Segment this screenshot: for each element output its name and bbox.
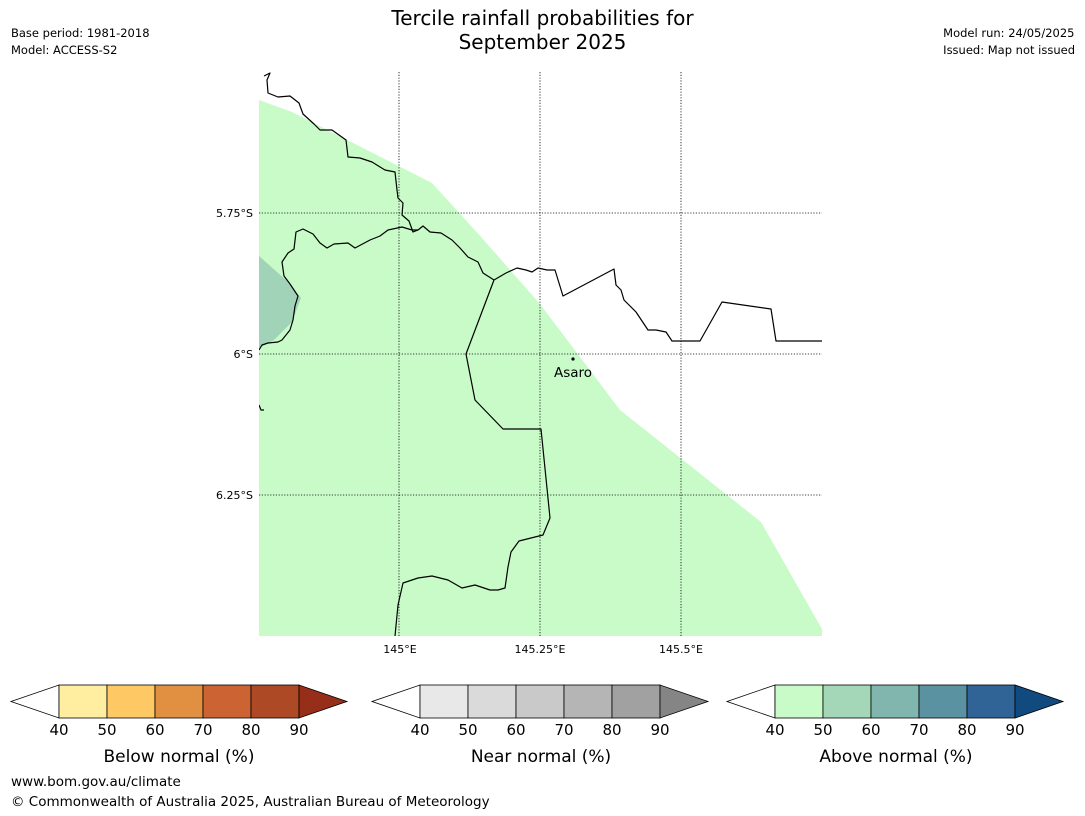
colorbar-below-normal-tick-label: 60: [145, 721, 164, 739]
colorbar-above-normal-segment-40: [774, 684, 824, 719]
lon-label-145-25: 145.25°E: [515, 643, 566, 656]
meta-left: Base period: 1981-2018 Model: ACCESS-S2: [11, 25, 150, 59]
colorbar-near-normal-tick-label: 80: [602, 721, 621, 739]
colorbar-below-normal-tick-label: 80: [241, 721, 260, 739]
colorbar-above-normal-extend-low: [725, 684, 776, 719]
colorbar-above-normal-tick-label: 80: [957, 721, 976, 739]
colorbar-above-normal-tick-label: 50: [813, 721, 832, 739]
lat-labels: 5.75°S 6°S 6.25°S: [216, 207, 253, 502]
base-period-text: Base period: 1981-2018: [11, 26, 150, 40]
colorbar-above-normal-segment-50: [822, 684, 872, 719]
lon-label-145: 145°E: [383, 643, 416, 656]
issued-text: Issued: Map not issued: [943, 43, 1075, 57]
colorbar-above-normal-extend-high: [1014, 684, 1065, 719]
colorbar-above-normal-tick-label: 90: [1005, 721, 1024, 739]
colorbar-above-normal-title: Above normal (%): [819, 747, 972, 767]
colorbar-above-normal-tick-label: 40: [765, 721, 784, 739]
colorbar-below-normal-segment-70: [202, 684, 252, 719]
meta-right: Model run: 24/05/2025 Issued: Map not is…: [943, 25, 1075, 59]
above-normal-40-50-region: [259, 100, 822, 636]
above-normal-50-60-region: [259, 256, 301, 348]
map-title-line2: September 2025: [458, 30, 627, 54]
lat-label-6: 6°S: [234, 348, 253, 361]
colorbar-below-normal-tick-label: 50: [97, 721, 116, 739]
colorbar-near-normal-segment-50: [467, 684, 517, 719]
colorbar-below-normal-extend-low: [9, 684, 60, 719]
lat-label-6-25: 6.25°S: [216, 489, 253, 502]
lon-labels: 145°E 145.25°E 145.5°E: [383, 643, 703, 656]
colorbar-below-normal-title: Below normal (%): [104, 747, 255, 767]
colorbar-near-normal-segment-80: [611, 684, 661, 719]
colorbar-below-normal-segment-60: [154, 684, 204, 719]
colorbar-below-normal-segment-50: [106, 684, 156, 719]
map-title: Tercile rainfall probabilities for Septe…: [0, 6, 1085, 54]
map-title-line1: Tercile rainfall probabilities for: [391, 6, 694, 30]
asaro-marker: [571, 357, 575, 361]
colorbar-below-normal-tick-label: 70: [193, 721, 212, 739]
lat-label-5-75: 5.75°S: [216, 207, 253, 220]
colorbar-below-normal-tick-label: 40: [49, 721, 68, 739]
footer-copyright: © Commonwealth of Australia 2025, Austra…: [11, 794, 490, 810]
model-text: Model: ACCESS-S2: [11, 43, 118, 57]
colorbar-near-normal-tick-label: 70: [554, 721, 573, 739]
colorbar-below-normal: Below normal (%) 40 50 60 70 80 90: [9, 684, 349, 767]
colorbar-near-normal-segment-40: [419, 684, 469, 719]
border-line-west-fragment: [259, 404, 264, 411]
colorbar-below-normal-tick-label: 90: [289, 721, 308, 739]
province-borders: [259, 72, 822, 636]
colorbar-below-normal-extend-high: [298, 684, 349, 719]
colorbar-above-normal-tick-label: 60: [861, 721, 880, 739]
colorbar-near-normal-segment-70: [563, 684, 613, 719]
colorbar-below-normal-segment-40: [58, 684, 108, 719]
border-line-east: [493, 267, 822, 342]
border-line-upper: [259, 226, 418, 351]
colorbar-above-normal-segment-80: [966, 684, 1016, 719]
model-run-text: Model run: 24/05/2025: [943, 26, 1075, 40]
colorbar-below-normal-segment-80: [250, 684, 300, 719]
border-line-central: [394, 279, 551, 636]
border-line-north: [263, 72, 495, 281]
asaro-label: Asaro: [554, 365, 592, 381]
colorbar-near-normal-extend-high: [659, 684, 710, 719]
colorbar-near-normal-title: Near normal (%): [471, 747, 611, 767]
map-area: Asaro: [259, 72, 822, 636]
colorbar-near-normal-tick-label: 90: [650, 721, 669, 739]
colorbar-near-normal-tick-label: 60: [506, 721, 525, 739]
colorbar-near-normal-tick-label: 50: [458, 721, 477, 739]
colorbar-near-normal-tick-label: 40: [410, 721, 429, 739]
colorbar-near-normal-segment-60: [515, 684, 565, 719]
colorbar-above-normal-segment-70: [918, 684, 968, 719]
lon-label-145-5: 145.5°E: [659, 643, 703, 656]
colorbar-near-normal: Near normal (%) 40 50 60 70 80 90: [370, 684, 710, 767]
colorbar-above-normal-segment-60: [870, 684, 920, 719]
footer-url: www.bom.gov.au/climate: [11, 774, 181, 790]
colorbar-near-normal-extend-low: [370, 684, 421, 719]
colorbar-above-normal: Above normal (%) 40 50 60 70 80 90: [725, 684, 1065, 767]
colorbar-above-normal-tick-label: 70: [909, 721, 928, 739]
